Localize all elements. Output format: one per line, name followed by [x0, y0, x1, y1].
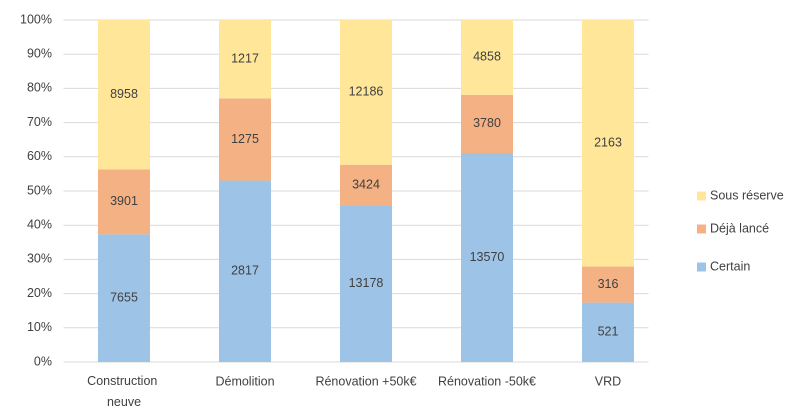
- data-label: 2163: [594, 136, 622, 150]
- bar-segment: [582, 266, 634, 303]
- bar-segment: [219, 98, 271, 181]
- x-tick-label: Rénovation +50k€: [315, 374, 416, 388]
- legend-swatch: [697, 224, 706, 234]
- data-label: 521: [598, 325, 619, 339]
- data-label: 8958: [110, 87, 138, 101]
- bar-segment: [219, 20, 271, 99]
- bar-segment: [340, 205, 392, 362]
- bar-segment: [219, 180, 271, 362]
- y-tick-label: 40%: [27, 217, 52, 231]
- bar-segment: [461, 153, 513, 362]
- data-label: 316: [598, 277, 619, 291]
- y-tick-label: 10%: [27, 320, 52, 334]
- data-label: 12186: [349, 85, 384, 99]
- data-label: 3901: [110, 194, 138, 208]
- legend-swatch: [697, 191, 706, 201]
- data-label: 3780: [473, 116, 501, 130]
- data-label: 1275: [231, 132, 259, 146]
- data-label: 2817: [231, 264, 259, 278]
- y-tick-label: 0%: [34, 354, 52, 368]
- x-tick-label: VRD: [595, 374, 621, 388]
- data-label: 4858: [473, 50, 501, 64]
- y-tick-label: 100%: [20, 12, 52, 26]
- data-label: 7655: [110, 290, 138, 304]
- bar-segment: [340, 20, 392, 165]
- y-tick-label: 50%: [27, 183, 52, 197]
- bar-segment: [98, 234, 150, 362]
- y-tick-label: 90%: [27, 46, 52, 60]
- bar-segment: [461, 20, 513, 95]
- bar-segment: [98, 20, 150, 170]
- bar-segment: [340, 164, 392, 206]
- legend-label: Certain: [710, 259, 750, 273]
- legend-label: Déjà lancé: [710, 221, 769, 235]
- data-label: 13178: [349, 276, 384, 290]
- y-tick-label: 60%: [27, 149, 52, 163]
- bar-segment: [461, 94, 513, 154]
- x-tick-label: Construction neuve: [87, 374, 161, 409]
- bar-segment: [582, 302, 634, 362]
- bar-segment: [98, 169, 150, 235]
- y-tick-label: 80%: [27, 81, 52, 95]
- data-label: 1217: [231, 51, 259, 65]
- x-tick-label: Rénovation -50k€: [438, 374, 536, 388]
- legend-label: Sous réserve: [710, 188, 784, 202]
- y-tick-label: 20%: [27, 286, 52, 300]
- data-label: 3424: [352, 177, 380, 191]
- x-tick-label: Démolition: [215, 374, 274, 388]
- data-label: 13570: [470, 250, 505, 264]
- y-tick-label: 30%: [27, 252, 52, 266]
- bar-segment: [582, 20, 634, 267]
- y-tick-label: 70%: [27, 115, 52, 129]
- legend-swatch: [697, 262, 706, 272]
